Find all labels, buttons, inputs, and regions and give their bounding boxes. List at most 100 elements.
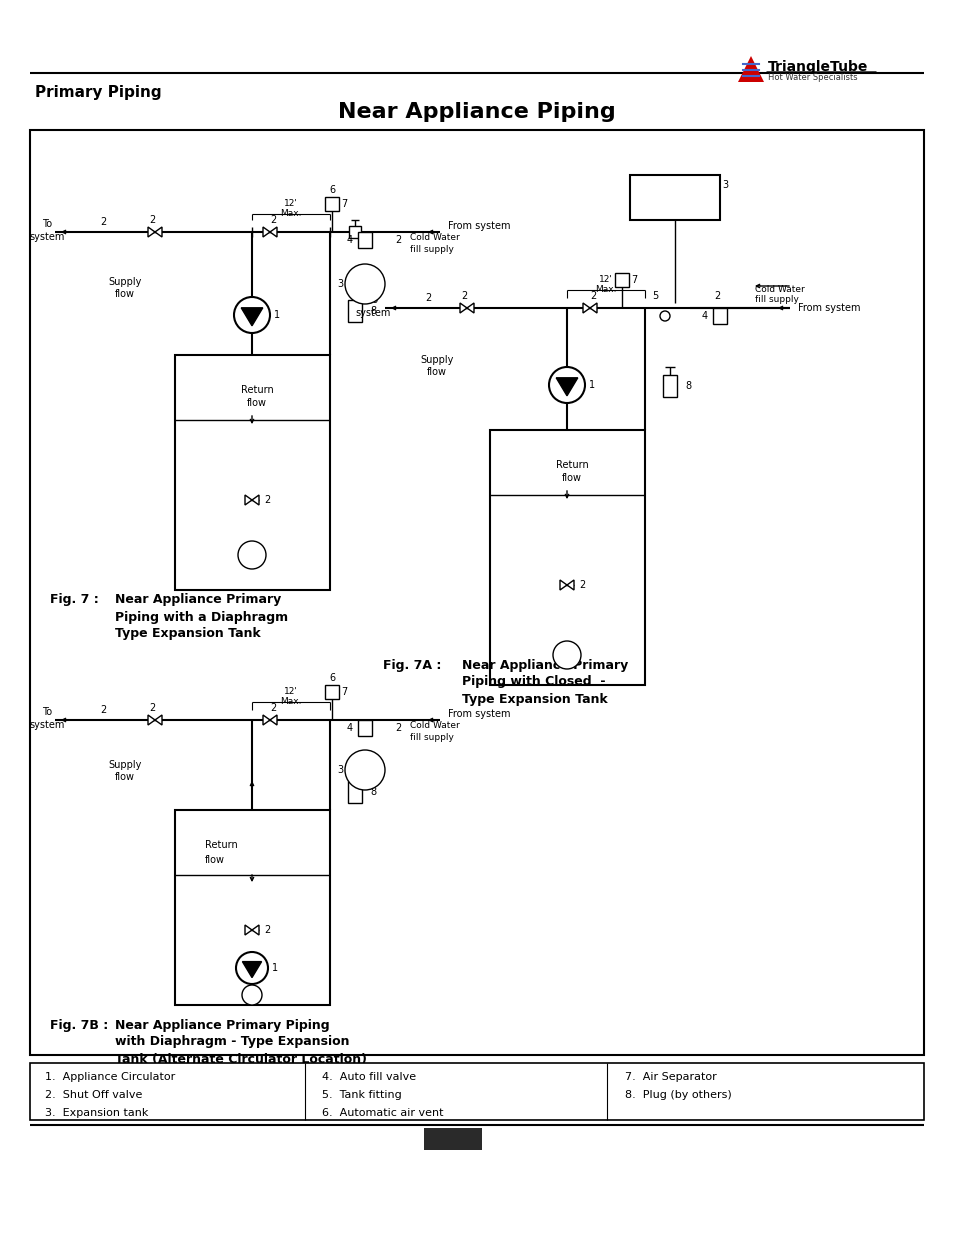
- Text: Near Appliance Piping: Near Appliance Piping: [337, 103, 616, 122]
- Bar: [30, 1063, 923, 1120]
- Text: Supply: Supply: [109, 760, 142, 769]
- Text: 20: 20: [444, 1132, 461, 1147]
- Text: From system: From system: [448, 221, 510, 231]
- Circle shape: [548, 367, 584, 403]
- Text: 2: 2: [713, 291, 720, 301]
- Circle shape: [345, 264, 385, 304]
- Text: 2: 2: [424, 293, 431, 303]
- Text: Supply: Supply: [109, 277, 142, 287]
- Text: 4.  Auto fill valve: 4. Auto fill valve: [322, 1072, 416, 1082]
- Bar: [349, 226, 360, 238]
- Text: Cold Water: Cold Water: [410, 233, 459, 242]
- Text: 2: 2: [264, 925, 270, 935]
- Polygon shape: [148, 227, 162, 237]
- Bar: [325, 685, 338, 699]
- Circle shape: [235, 952, 268, 984]
- Text: 2: 2: [578, 580, 584, 590]
- Text: flow: flow: [115, 772, 135, 782]
- Text: Near Appliance Primary: Near Appliance Primary: [461, 658, 628, 672]
- Text: From system: From system: [448, 709, 510, 719]
- Text: Cold Water: Cold Water: [754, 285, 804, 294]
- Polygon shape: [245, 495, 258, 505]
- Text: To: To: [42, 219, 52, 228]
- Text: Max.: Max.: [280, 210, 301, 219]
- Text: Max.: Max.: [595, 284, 616, 294]
- Polygon shape: [241, 308, 262, 326]
- Text: 8: 8: [684, 382, 690, 391]
- Circle shape: [345, 750, 385, 790]
- Text: 4: 4: [701, 311, 707, 321]
- Bar: [357, 232, 372, 248]
- Text: 6: 6: [329, 673, 335, 683]
- Polygon shape: [263, 715, 276, 725]
- Circle shape: [237, 541, 266, 569]
- Bar: [629, 175, 720, 220]
- Bar: [174, 354, 330, 590]
- Text: 8: 8: [370, 787, 375, 797]
- Text: Max.: Max.: [280, 697, 301, 705]
- Circle shape: [242, 986, 262, 1005]
- Text: 3.  Expansion tank: 3. Expansion tank: [45, 1108, 149, 1118]
- Text: system: system: [355, 308, 391, 317]
- Text: 1: 1: [274, 310, 280, 320]
- Text: Near Appliance Primary: Near Appliance Primary: [115, 594, 281, 606]
- Polygon shape: [559, 580, 574, 590]
- Text: Piping with Closed  -: Piping with Closed -: [461, 676, 605, 688]
- Text: fill supply: fill supply: [410, 734, 454, 742]
- Text: Type Expansion Tank: Type Expansion Tank: [461, 693, 607, 705]
- Text: 7.  Air Separator: 7. Air Separator: [624, 1072, 716, 1082]
- Text: Near Appliance Primary Piping: Near Appliance Primary Piping: [115, 1019, 330, 1031]
- Text: Piping with a Diaphragm: Piping with a Diaphragm: [115, 610, 288, 624]
- Bar: [615, 273, 628, 287]
- Text: 12': 12': [284, 200, 297, 209]
- Text: Fig. 7A :: Fig. 7A :: [382, 658, 441, 672]
- Bar: [325, 198, 338, 211]
- Text: system: system: [30, 720, 65, 730]
- Text: 8: 8: [370, 306, 375, 316]
- Circle shape: [233, 296, 270, 333]
- Bar: [348, 781, 361, 803]
- Polygon shape: [148, 715, 162, 725]
- Text: 2: 2: [589, 291, 596, 301]
- Text: 2: 2: [395, 235, 401, 245]
- Text: 8.  Plug (by others): 8. Plug (by others): [624, 1091, 731, 1100]
- Text: 1: 1: [272, 963, 278, 973]
- Text: To: To: [42, 706, 52, 718]
- Bar: [357, 720, 372, 736]
- Circle shape: [553, 641, 580, 669]
- Bar: [662, 375, 677, 396]
- Text: 3: 3: [721, 180, 727, 190]
- Text: with Diaphragm - Type Expansion: with Diaphragm - Type Expansion: [115, 1035, 349, 1049]
- Bar: [30, 130, 923, 1055]
- Text: 1: 1: [588, 380, 595, 390]
- Polygon shape: [242, 962, 261, 978]
- Bar: [423, 1128, 481, 1150]
- Text: 3: 3: [336, 279, 343, 289]
- Text: 5: 5: [651, 291, 658, 301]
- Text: 2.  Shut Off valve: 2. Shut Off valve: [45, 1091, 142, 1100]
- Text: flow: flow: [247, 398, 267, 408]
- Text: 2: 2: [270, 703, 275, 713]
- Text: Primary Piping: Primary Piping: [35, 85, 161, 100]
- Text: 5.  Tank fitting: 5. Tank fitting: [322, 1091, 401, 1100]
- Text: Tank (Alternate Circulator Location): Tank (Alternate Circulator Location): [115, 1052, 367, 1066]
- Text: 2: 2: [264, 495, 270, 505]
- Text: 2: 2: [149, 215, 155, 225]
- Text: 2: 2: [460, 291, 467, 301]
- Text: 2: 2: [100, 705, 106, 715]
- Text: Return: Return: [555, 459, 588, 471]
- Text: Fig. 7 :: Fig. 7 :: [50, 594, 99, 606]
- Text: TriangleTube: TriangleTube: [767, 61, 867, 74]
- Text: fill supply: fill supply: [410, 246, 454, 254]
- Text: Fig. 7B :: Fig. 7B :: [50, 1019, 108, 1031]
- Text: Return: Return: [240, 385, 274, 395]
- Text: 3: 3: [336, 764, 343, 776]
- Text: Hot Water Specialists: Hot Water Specialists: [767, 74, 857, 83]
- Text: To: To: [368, 295, 377, 305]
- Text: 12': 12': [284, 687, 297, 695]
- Text: 1.  Appliance Circulator: 1. Appliance Circulator: [45, 1072, 175, 1082]
- Text: system: system: [30, 232, 65, 242]
- Bar: [712, 308, 726, 324]
- Bar: [490, 430, 644, 685]
- Text: Type Expansion Tank: Type Expansion Tank: [115, 627, 260, 641]
